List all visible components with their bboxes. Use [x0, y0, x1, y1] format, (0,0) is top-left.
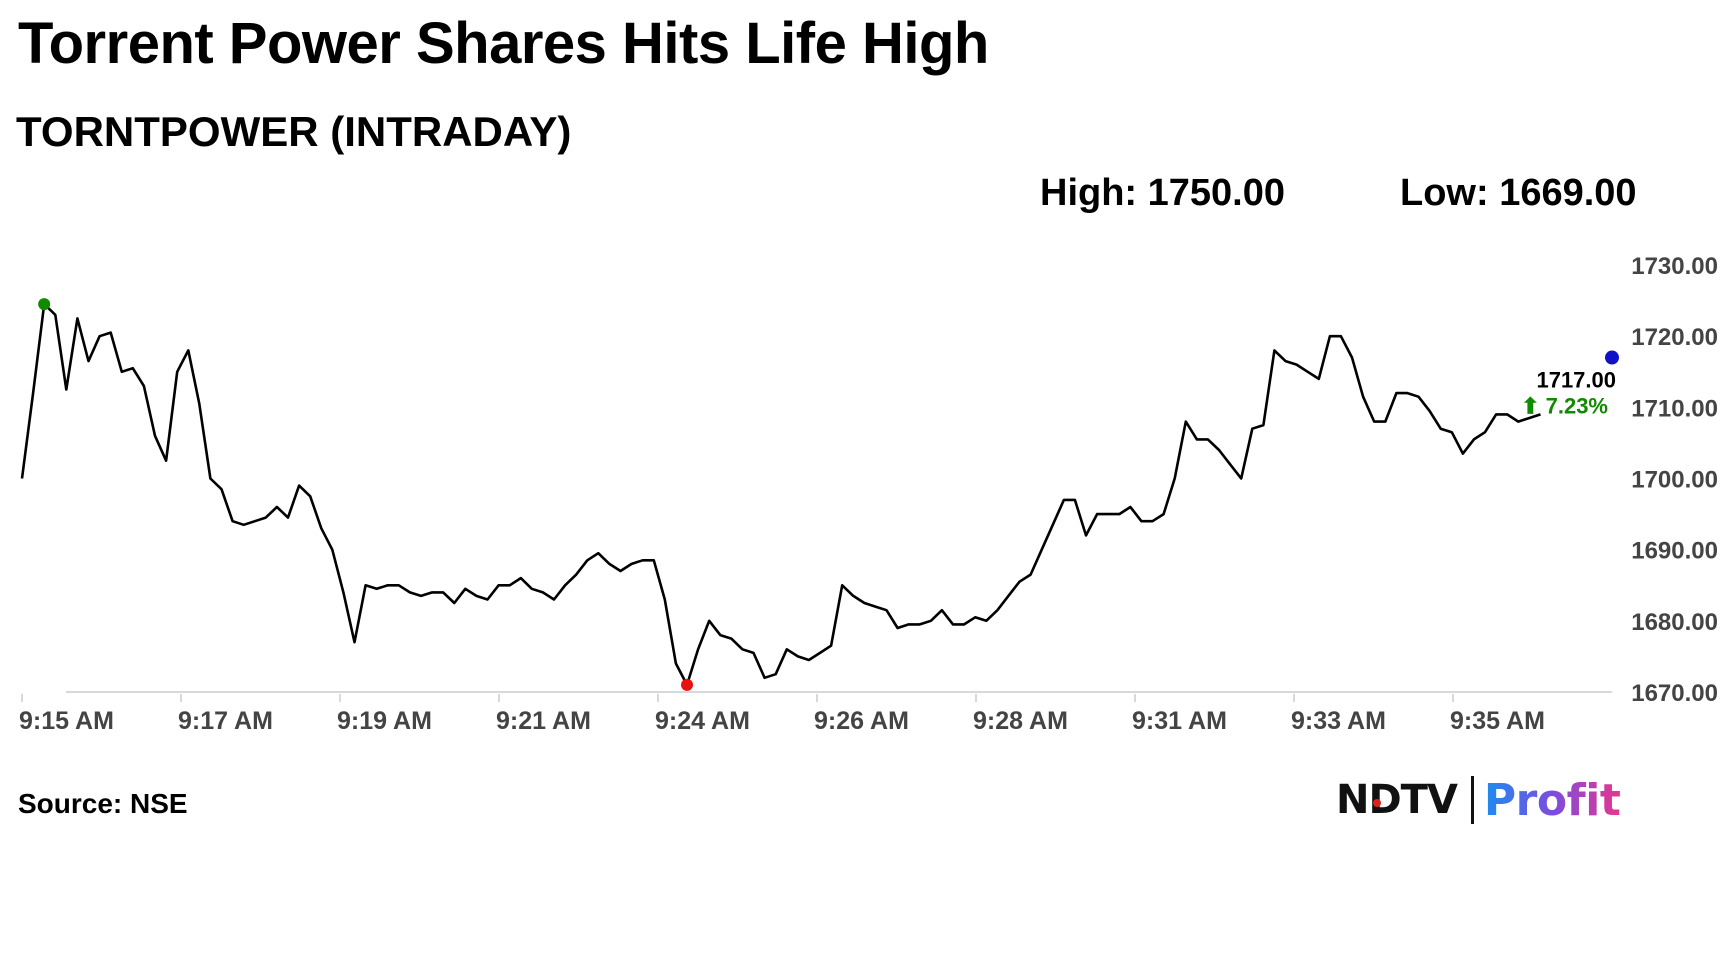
ndtv-logo-text: NDTV: [1336, 777, 1458, 823]
ndtv-profit-logo: NDTV Profit: [1336, 772, 1621, 828]
price-line: [20, 302, 1541, 687]
chart-subtitle: TORNTPOWER (INTRADAY): [16, 108, 572, 155]
last-marker: [1605, 350, 1619, 365]
x-tick-label: 9:15 AM: [19, 707, 114, 735]
x-axis-ticks: 9:15 AM 9:17 AM 9:19 AM 9:21 AM 9:24 AM 9:26 …: [19, 694, 1545, 735]
low-marker: [681, 678, 694, 691]
x-tick-label: 9:21 AM: [496, 707, 591, 735]
profit-logo-text: Profit: [1483, 774, 1621, 826]
price-change-label: ⬆ 7.23%: [1521, 394, 1608, 419]
x-tick-label: 9:35 AM: [1450, 707, 1545, 735]
x-tick-label: 9:33 AM: [1291, 707, 1386, 735]
y-tick-label: 1690.00: [1631, 538, 1718, 565]
x-tick-label: 9:19 AM: [337, 707, 432, 735]
intraday-line-chart: 1670.00 1680.00 1690.00 1700.00 1710.00 1720.…: [19, 253, 1718, 735]
last-price-label: 1717.00: [1536, 368, 1616, 393]
low-stat: Low: 1669.00: [1400, 172, 1637, 214]
y-tick-label: 1700.00: [1631, 467, 1718, 494]
source-note: Source: NSE: [18, 788, 188, 819]
y-tick-label: 1730.00: [1631, 253, 1718, 280]
logo-red-dot: [1373, 799, 1381, 807]
high-stat: High: 1750.00: [1040, 172, 1285, 214]
y-axis-ticks: 1670.00 1680.00 1690.00 1700.00 1710.00 1720.…: [1631, 253, 1718, 707]
x-tick-label: 9:31 AM: [1132, 707, 1227, 735]
x-tick-label: 9:26 AM: [814, 707, 909, 735]
y-tick-label: 1670.00: [1631, 680, 1718, 707]
y-tick-label: 1710.00: [1631, 395, 1718, 422]
x-tick-label: 9:28 AM: [973, 707, 1068, 735]
logo-divider: [1470, 776, 1474, 824]
high-marker: [38, 298, 51, 311]
x-tick-label: 9:17 AM: [178, 707, 273, 735]
chart-title: Torrent Power Shares Hits Life High: [18, 11, 989, 76]
y-tick-label: 1720.00: [1631, 324, 1718, 351]
y-tick-label: 1680.00: [1631, 609, 1718, 636]
x-tick-label: 9:24 AM: [655, 707, 750, 735]
